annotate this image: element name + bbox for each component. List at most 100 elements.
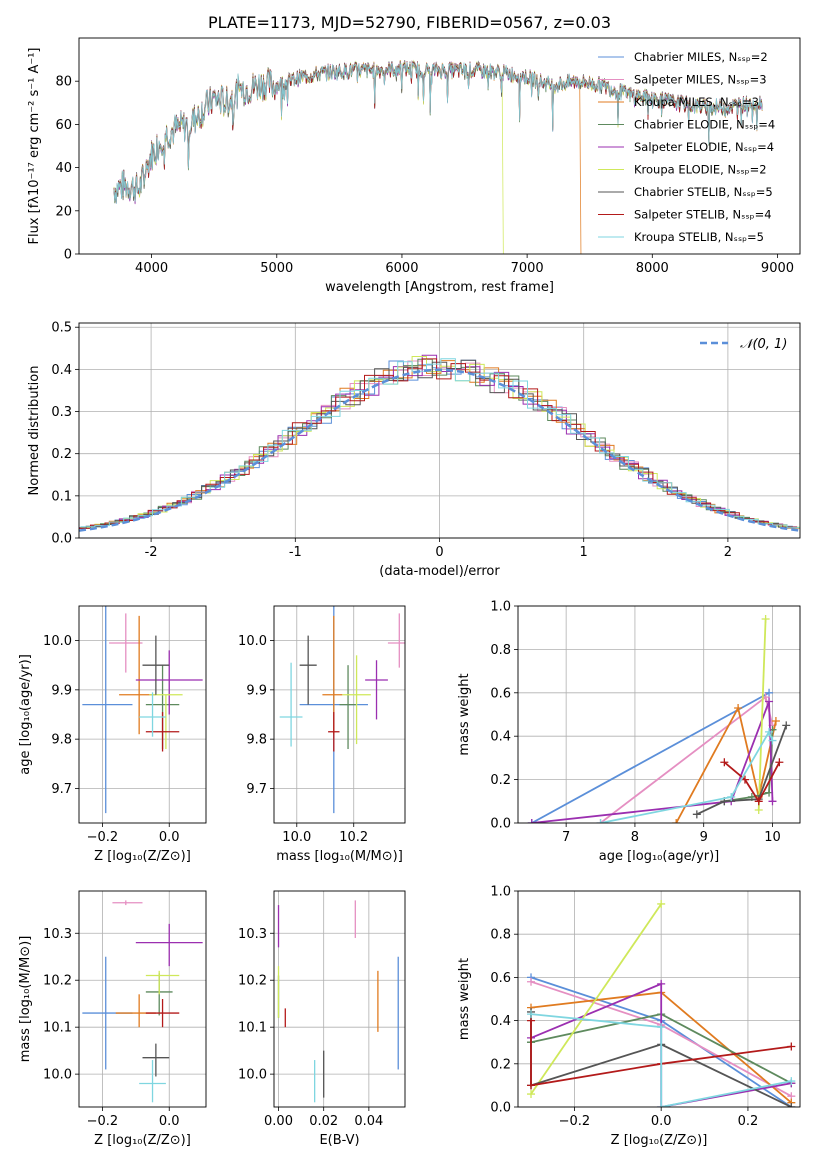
plus-marker (672, 819, 681, 823)
errorbar-point-7 (328, 712, 340, 752)
legend-entry: Salpeter MILES, Nₛₛₚ=3 (634, 73, 767, 87)
x-tick-label: 0.04 (354, 1114, 383, 1129)
x-tick-label: 7000 (511, 261, 544, 276)
y-tick-label: 60 (55, 118, 72, 133)
panel-spectrum: 4000 5000 6000 7000 8000 9000 0 20 40 60 80 wavelen… (27, 37, 801, 295)
spectrum-series-2 (113, 60, 763, 254)
legend-entry: Chabrier ELODIE, Nₛₛₚ=4 (634, 118, 775, 132)
y-tick-label: 10.3 (238, 927, 267, 942)
x-tick-label: 10.2 (339, 830, 368, 845)
spectrum-series-7 (113, 60, 763, 203)
plus-marker (775, 758, 784, 767)
plus-marker (527, 977, 536, 986)
y-tick-label: 10.0 (43, 1068, 72, 1083)
y-tick-label: 1.0 (490, 600, 511, 615)
panel-residuals: -2 -1 0 1 2 0.0 0.1 0.2 0.3 0.4 0.5 (data-model)/er… (27, 321, 801, 579)
y-tick-label: 0.0 (490, 1101, 511, 1116)
x-tick-label: 8 (631, 830, 639, 845)
y-tick-label: 0.0 (490, 817, 511, 832)
x-tick-label: 9 (700, 830, 708, 845)
histogram-series-6 (79, 359, 793, 529)
x-tick-label: -1 (289, 545, 302, 560)
plot-area (82, 900, 203, 1103)
plus-marker (754, 805, 763, 814)
legend-entry: Salpeter STELIB, Nₛₛₚ=4 (634, 208, 772, 222)
x-axis-label: mass [log₁₀(M/M⊙)] (276, 849, 403, 864)
y-tick-label: 0 (64, 248, 72, 263)
x-tick-label: 7 (562, 830, 570, 845)
x-tick-label: 4000 (135, 261, 168, 276)
spectrum-series-8 (113, 61, 763, 204)
x-tick-label: 0.0 (159, 1114, 180, 1129)
plus-marker (765, 697, 774, 706)
plus-marker (768, 736, 777, 745)
y-tick-label: 0.5 (51, 321, 72, 336)
x-axis-label: age [log₁₀(age/yr)] (599, 849, 720, 864)
errorbar-point-2 (115, 994, 156, 1028)
y-tick-label: 0.8 (490, 643, 511, 658)
errorbar-point-0 (82, 606, 133, 814)
y-axis-label: mass weight (457, 958, 472, 1040)
y-tick-label: 9.8 (246, 733, 267, 748)
x-tick-label: 9000 (761, 261, 794, 276)
y-tick-label: 0.8 (490, 928, 511, 943)
y-tick-label: 0.4 (490, 1014, 511, 1029)
y-tick-label: 0.3 (51, 405, 72, 420)
errorbar-point-6 (142, 635, 170, 695)
y-tick-label: 0.2 (51, 447, 72, 462)
x-tick-label: 1 (580, 545, 588, 560)
y-tick-label: 9.9 (51, 683, 72, 698)
weight-series-7 (723, 761, 781, 804)
x-axis-label: Z [log₁₀(Z/Z⊙)] (94, 1133, 191, 1148)
x-tick-label: 10 (764, 830, 781, 845)
y-tick-label: 0.0 (51, 532, 72, 547)
legend-entry: Salpeter ELODIE, Nₛₛₚ=4 (634, 140, 774, 154)
errorbar-point-1 (109, 613, 143, 673)
plus-marker (657, 899, 666, 908)
x-tick-label: 5000 (260, 261, 293, 276)
x-tick-label: −0.2 (87, 1114, 119, 1129)
weight-series-6 (696, 725, 788, 816)
errorbar-point-7 (145, 999, 180, 1028)
legend-entry: Kroupa MILES, Nₛₛₚ=3 (634, 95, 759, 109)
plot-area (82, 606, 203, 814)
plot-area (279, 606, 405, 814)
y-axis-label: age [log₁₀(age/yr)] (18, 654, 33, 775)
y-axis-label: Normed distribution (27, 366, 42, 496)
plus-marker (787, 1103, 796, 1107)
plus-marker (787, 1042, 796, 1051)
y-tick-label: 9.9 (246, 683, 267, 698)
legend-entry: Kroupa ELODIE, Nₛₛₚ=2 (634, 163, 767, 177)
x-tick-label: 10.0 (282, 830, 311, 845)
errorbar-point-4 (135, 650, 203, 715)
errorbar-point-4 (135, 923, 203, 967)
x-tick-label: −0.2 (559, 1114, 591, 1129)
y-tick-label: 10.0 (43, 634, 72, 649)
errorbar-point-3 (339, 665, 357, 750)
errorbar-point-2 (322, 615, 343, 735)
errorbar-point-1 (112, 900, 143, 906)
x-axis-label: Z [log₁₀(Z/Z⊙)] (611, 1133, 708, 1148)
plus-marker (527, 1090, 536, 1099)
weight-series-8 (530, 1013, 792, 1107)
legend: 𝒩(0, 1) (700, 337, 787, 352)
plus-marker (761, 615, 770, 624)
y-tick-label: 40 (55, 161, 72, 176)
plus-marker (754, 797, 763, 806)
plus-marker (720, 758, 729, 767)
weight-series-0 (531, 692, 770, 823)
plus-marker (768, 797, 777, 806)
y-tick-label: 10.0 (238, 1068, 267, 1083)
y-tick-label: 20 (55, 204, 72, 219)
x-axis-label: wavelength [Angstrom, rest frame] (325, 280, 554, 295)
histogram-series-8 (80, 358, 800, 529)
x-tick-label: 0.02 (309, 1114, 338, 1129)
errorbar-point-6 (299, 635, 317, 705)
errorbar-point-8 (139, 1060, 166, 1103)
x-tick-label: 0.0 (159, 830, 180, 845)
plus-marker (596, 819, 605, 823)
plot-area (113, 59, 763, 254)
axes-frame (78, 605, 207, 824)
y-tick-label: 0.4 (51, 363, 72, 378)
